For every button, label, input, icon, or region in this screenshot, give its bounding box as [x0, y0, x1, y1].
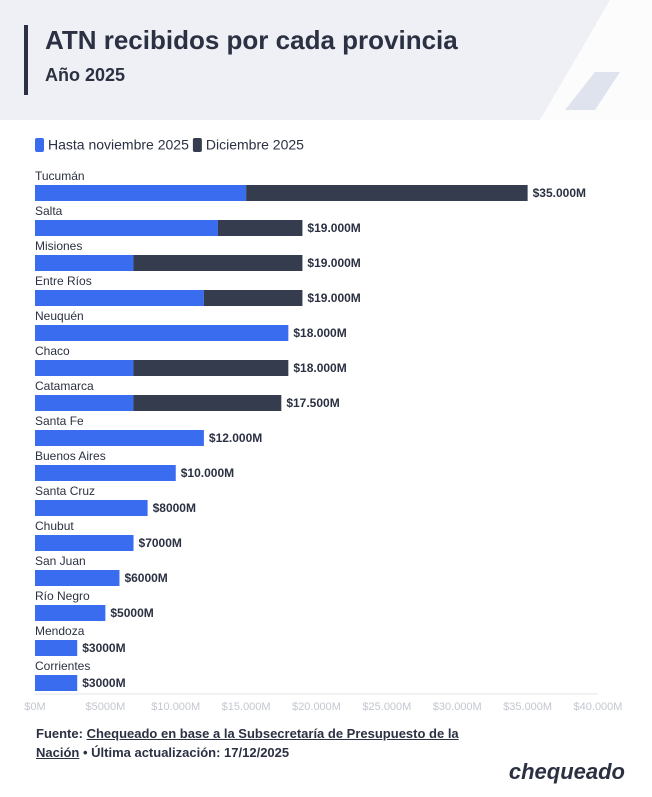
category-label: Misiones — [35, 239, 82, 253]
bar — [246, 185, 528, 201]
bar — [35, 640, 78, 656]
bar — [35, 325, 289, 341]
bar — [35, 605, 106, 621]
category-label: Mendoza — [35, 624, 85, 638]
decor — [540, 0, 652, 120]
x-tick-label: $5000M — [85, 701, 125, 713]
x-tick-label: $15.000M — [222, 701, 271, 713]
total-label: $18.000M — [293, 361, 346, 375]
bar — [35, 220, 218, 236]
x-tick-label: $10.000M — [151, 701, 200, 713]
bar — [35, 430, 204, 446]
legend-label: Hasta noviembre 2025 — [48, 137, 189, 153]
category-label: Catamarca — [35, 379, 94, 393]
total-label: $7000M — [139, 536, 182, 550]
total-label: $3000M — [82, 676, 125, 690]
legend-swatch — [35, 138, 44, 152]
total-label: $5000M — [110, 606, 153, 620]
bar — [35, 360, 134, 376]
bar — [133, 255, 303, 271]
source-suffix: • Última actualización: 17/12/2025 — [82, 745, 290, 760]
total-label: $6000M — [124, 571, 167, 585]
total-label: $8000M — [153, 501, 196, 515]
x-tick-label: $0M — [24, 701, 45, 713]
x-tick-label: $20.000M — [292, 701, 341, 713]
bar — [133, 360, 289, 376]
category-label: Chaco — [35, 344, 70, 358]
x-tick-label: $35.000M — [503, 701, 552, 713]
title-accent — [24, 25, 28, 95]
total-label: $19.000M — [307, 256, 360, 270]
total-label: $10.000M — [181, 466, 234, 480]
bar — [133, 395, 282, 411]
bar — [35, 500, 148, 516]
bar — [35, 395, 134, 411]
total-label: $12.000M — [209, 431, 262, 445]
source-prefix: Fuente: — [36, 726, 83, 741]
bar — [217, 220, 303, 236]
bar — [203, 290, 303, 306]
category-label: Neuquén — [35, 309, 84, 323]
source-note: Fuente: Chequeado en base a la Subsecret… — [36, 724, 466, 762]
brand: chequeado — [509, 759, 625, 784]
category-label: Tucumán — [35, 169, 85, 183]
total-label: $18.000M — [293, 326, 346, 340]
x-tick-label: $30.000M — [433, 701, 482, 713]
total-label: $19.000M — [307, 291, 360, 305]
decor — [565, 72, 620, 110]
total-label: $35.000M — [533, 186, 586, 200]
bar — [35, 465, 176, 481]
total-label: $3000M — [82, 641, 125, 655]
header-bg — [0, 0, 652, 120]
total-label: $19.000M — [307, 221, 360, 235]
legend-swatch — [192, 138, 202, 152]
chart-subtitle: Año 2025 — [45, 65, 125, 85]
source-link[interactable]: Chequeado en base a la Subsecretaría de … — [36, 726, 459, 760]
bar — [35, 290, 204, 306]
bar — [35, 535, 134, 551]
bar — [35, 255, 134, 271]
category-label: Buenos Aires — [35, 449, 106, 463]
x-tick-label: $40.000M — [574, 701, 623, 713]
category-label: Chubut — [35, 519, 74, 533]
chart-title: ATN recibidos por cada provincia — [45, 25, 458, 55]
category-label: Santa Cruz — [35, 484, 95, 498]
category-label: Salta — [35, 204, 63, 218]
category-label: Santa Fe — [35, 414, 84, 428]
category-label: Entre Ríos — [35, 274, 92, 288]
total-label: $17.500M — [286, 396, 339, 410]
legend-label: Diciembre 2025 — [206, 137, 304, 153]
category-label: Corrientes — [35, 659, 90, 673]
bar — [35, 570, 120, 586]
category-label: Río Negro — [35, 589, 90, 603]
category-label: San Juan — [35, 554, 86, 568]
bar — [35, 185, 247, 201]
x-tick-label: $25.000M — [362, 701, 411, 713]
bar — [35, 675, 78, 691]
